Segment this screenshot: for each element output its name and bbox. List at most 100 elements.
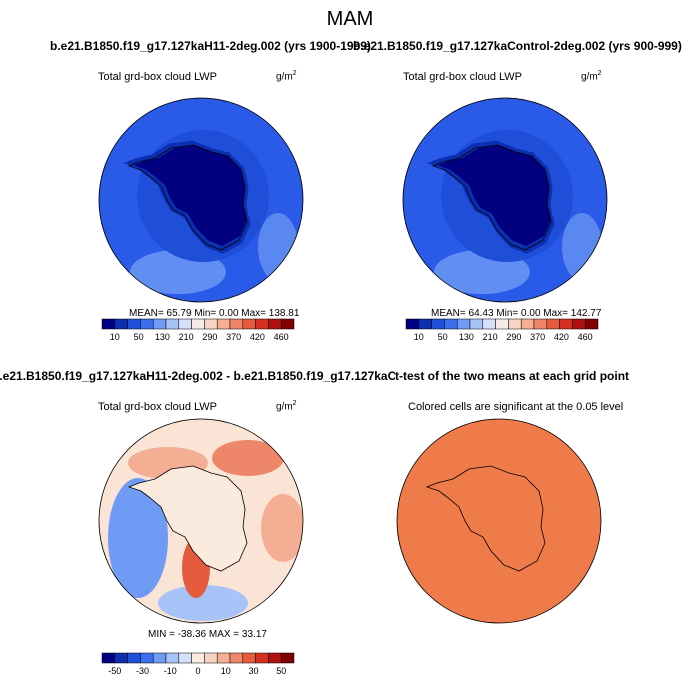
colorbar-swatch: [101, 318, 116, 330]
colorbar-swatch: [533, 318, 548, 330]
page-title: MAM: [326, 8, 374, 30]
panel-3-title: b.e21.B1850.f19_g17.127kaH11-2deg.002 - …: [0, 369, 486, 383]
map-anomaly: [158, 585, 248, 621]
colorbar-swatch: [152, 652, 167, 664]
colorbar-swatch: [255, 318, 269, 330]
colorbar-swatch: [178, 318, 192, 330]
colorbar-swatch: [268, 652, 282, 664]
panel-2-units: g/m2: [581, 70, 602, 83]
colorbar-swatch: [280, 652, 295, 664]
map-border: [98, 418, 304, 624]
map-land-fill: [129, 466, 247, 571]
panel-3-units: g/m2: [276, 400, 297, 413]
colorbar-tick-label: 420: [554, 332, 569, 342]
colorbar-swatch: [204, 652, 218, 664]
panel-4-subtitle: Colored cells are significant at the 0.0…: [408, 401, 624, 413]
panel-3-map: [98, 418, 304, 624]
map-anomaly: [212, 440, 284, 476]
colorbar-swatch: [216, 318, 231, 330]
colorbar-tick-label: -30: [136, 666, 149, 676]
colorbar-swatch: [242, 652, 256, 664]
map-band: [562, 213, 602, 281]
colorbar-swatch: [255, 652, 269, 664]
coastline: [425, 465, 546, 572]
map-border: [402, 97, 608, 303]
colorbar-tick-label: 50: [134, 332, 144, 342]
panel-2-colorbar: 10 50 130 210 290 370 420 460: [405, 318, 599, 342]
colorbar-swatch: [572, 318, 586, 330]
colorbar-swatch: [229, 318, 244, 330]
panel-1-subtitle: Total grd-box cloud LWP: [98, 71, 218, 83]
panel-1-title: b.e21.B1850.f19_g17.127kaH11-2deg.002 (y…: [50, 39, 371, 53]
panel-2-subtitle: Total grd-box cloud LWP: [403, 71, 523, 83]
panel-3-subtitle: Total grd-box cloud LWP: [98, 401, 218, 413]
colorbar-tick-label: 0: [195, 666, 200, 676]
colorbar-swatch: [546, 318, 560, 330]
panel-2-map: [402, 97, 608, 303]
coastline: [431, 144, 552, 251]
colorbar-tick-label: 460: [578, 332, 593, 342]
colorbar-tick-label: 10: [414, 332, 424, 342]
map-interior: [133, 145, 248, 246]
colorbar-swatch: [101, 652, 116, 664]
colorbar-swatch: [114, 318, 128, 330]
colorbar-swatch: [127, 652, 141, 664]
colorbar-swatch: [444, 318, 458, 330]
colorbar-swatch: [418, 318, 432, 330]
colorbar-swatch: [165, 652, 180, 664]
map-disk: [397, 419, 601, 623]
colorbar-swatch: [280, 318, 295, 330]
colorbar-tick-label: 50: [438, 332, 448, 342]
colorbar-swatch: [584, 318, 599, 330]
colorbar-swatch: [178, 652, 192, 664]
panel-1-colorbar: 10 50 130 210 290 370 420 460: [101, 318, 295, 342]
colorbar-tick-label: 210: [483, 332, 498, 342]
colorbar-swatch: [508, 318, 522, 330]
panel-3-colorbar: -50 -30 -10 0 10 30 50: [101, 652, 295, 676]
colorbar-swatch: [114, 652, 128, 664]
colorbar-swatch: [140, 652, 154, 664]
map-border: [396, 418, 602, 624]
colorbar-tick-label: 10: [110, 332, 120, 342]
colorbar-tick-label: 290: [506, 332, 521, 342]
colorbar-swatch: [216, 652, 231, 664]
colorbar-swatch: [482, 318, 496, 330]
colorbar-tick-label: 290: [202, 332, 217, 342]
colorbar-tick-label: 210: [179, 332, 194, 342]
colorbar-tick-label: 370: [530, 332, 545, 342]
colorbar-swatch: [191, 652, 205, 664]
colorbar-tick-label: 130: [459, 332, 474, 342]
map-anomaly: [108, 478, 168, 598]
colorbar-swatch: [559, 318, 573, 330]
colorbar-tick-label: -50: [108, 666, 121, 676]
colorbar-tick-label: 370: [226, 332, 241, 342]
map-anomaly: [261, 494, 303, 562]
colorbar-swatch: [229, 652, 244, 664]
colorbar-tick-label: 50: [276, 666, 286, 676]
panel-1-map: [98, 97, 304, 303]
panel-1-units: g/m2: [276, 70, 297, 83]
colorbar-swatch: [520, 318, 535, 330]
map-interior: [437, 145, 552, 246]
colorbar-swatch: [431, 318, 445, 330]
colorbar-swatch: [152, 318, 167, 330]
panel-2-title: b.e21.B1850.f19_g17.127kaControl-2deg.00…: [353, 39, 682, 53]
colorbar-swatch: [191, 318, 205, 330]
colorbar-swatch: [456, 318, 471, 330]
map-band: [258, 213, 298, 281]
colorbar-swatch: [268, 318, 282, 330]
colorbar-swatch: [127, 318, 141, 330]
colorbar-tick-label: 10: [221, 666, 231, 676]
panel-3-stats: MIN = -38.36 MAX = 33.17: [148, 629, 267, 640]
colorbar-tick-label: 130: [155, 332, 170, 342]
panel-4-title: t-test of the two means at each grid poi…: [395, 369, 630, 383]
panel-2-stats: MEAN= 64.43 Min= 0.00 Max= 142.77: [431, 308, 602, 319]
colorbar-tick-label: 30: [248, 666, 258, 676]
panel-4-map: [396, 418, 602, 624]
colorbar-swatch: [405, 318, 420, 330]
map-border: [98, 97, 304, 303]
coastline: [127, 144, 248, 251]
colorbar-swatch: [204, 318, 218, 330]
colorbar-swatch: [140, 318, 154, 330]
colorbar-swatch: [165, 318, 180, 330]
